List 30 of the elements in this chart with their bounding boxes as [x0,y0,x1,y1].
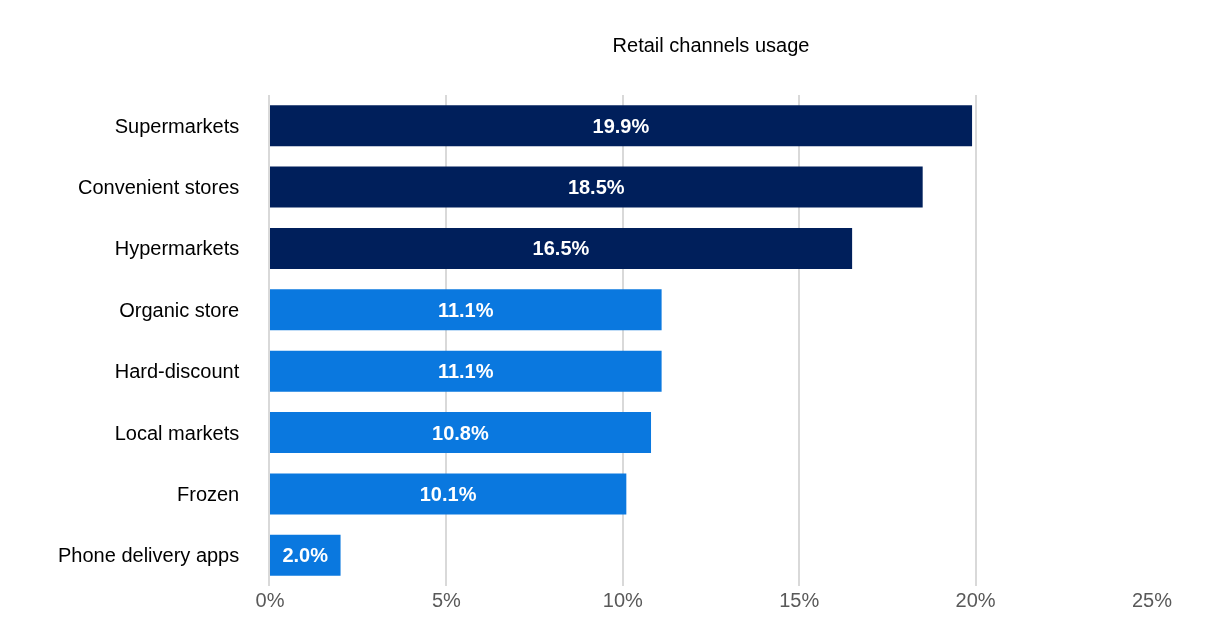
bar [270,473,627,515]
x-tick-label: 0% [255,589,285,611]
data-label: 18.5% [567,176,625,199]
x-tick-label: 20% [955,589,996,611]
y-tick-label: Hypermarkets [114,237,240,260]
x-tick-label: 15% [779,589,820,611]
bar [270,412,652,454]
chart-title: Retail channels usage [612,33,810,56]
data-label: 11.1% [437,360,494,383]
y-tick-label: Hard-discount [114,360,240,383]
data-label: 2.0% [282,544,329,567]
y-tick-label: Phone delivery apps [58,544,240,567]
x-tick-label: 25% [1131,589,1173,611]
y-tick-label: Convenient stores [78,176,240,199]
bar [270,227,853,269]
bar [270,166,923,208]
y-tick-label: Local markets [114,421,240,444]
data-label: 11.1% [437,298,494,321]
data-label: 16.5% [532,237,590,260]
y-tick-label: Supermarkets [114,114,240,137]
bar [270,289,662,331]
x-tick-label: 10% [602,589,644,611]
data-label: 10.8% [432,421,489,444]
data-label: 10.1% [419,482,477,505]
y-tick-label: Organic store [119,298,240,321]
bar [270,105,973,147]
x-tick-label: 5% [431,589,462,611]
y-tick-label: Frozen [177,482,240,505]
bar [270,350,662,392]
data-label: 19.9% [592,114,650,137]
